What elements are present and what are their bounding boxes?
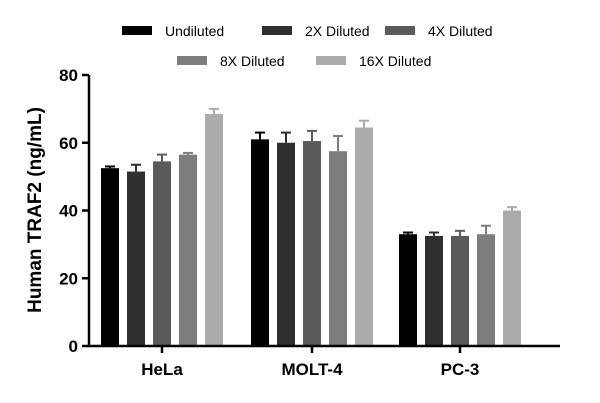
- bar: [355, 127, 373, 346]
- bar: [153, 161, 171, 346]
- legend-swatch: [122, 26, 152, 35]
- legend-label: Undiluted: [165, 23, 224, 39]
- x-axis: HeLa MOLT-4 PC-3: [89, 344, 560, 379]
- bar: [277, 142, 295, 346]
- bar: [101, 168, 119, 346]
- legend-label: 8X Diluted: [220, 53, 285, 69]
- bar: [205, 113, 223, 346]
- x-tick-label: HeLa: [141, 360, 183, 379]
- y-axis-title: Human TRAF2 (ng/mL): [25, 107, 46, 313]
- bar: [127, 171, 145, 346]
- x-tick-label: MOLT-4: [281, 360, 343, 379]
- bar: [251, 139, 269, 346]
- bars-layer: [101, 107, 521, 346]
- bar: [503, 210, 521, 346]
- bar: [303, 141, 321, 346]
- legend-label: 16X Diluted: [359, 53, 431, 69]
- y-axis: 0 20 40 60 80: [59, 66, 91, 356]
- legend-swatch: [262, 26, 292, 35]
- bar: [451, 235, 469, 346]
- y-tick-label: 40: [59, 202, 78, 221]
- bar: [329, 151, 347, 346]
- y-tick-label: 20: [59, 269, 78, 288]
- bar: [425, 235, 443, 346]
- x-tick-label: PC-3: [441, 360, 480, 379]
- y-tick-label: 60: [59, 134, 78, 153]
- legend-swatch: [177, 56, 207, 65]
- legend-label: 2X Diluted: [305, 23, 370, 39]
- legend: Undiluted 2X Diluted 4X Diluted 8X Diluted 1…: [122, 23, 493, 69]
- legend-swatch: [316, 56, 346, 65]
- bar: [399, 234, 417, 346]
- bar: [179, 154, 197, 346]
- legend-swatch: [385, 26, 415, 35]
- bar: [477, 234, 495, 346]
- legend-label: 4X Diluted: [428, 23, 493, 39]
- y-tick-label: 80: [59, 66, 78, 85]
- y-tick-label: 0: [69, 337, 78, 356]
